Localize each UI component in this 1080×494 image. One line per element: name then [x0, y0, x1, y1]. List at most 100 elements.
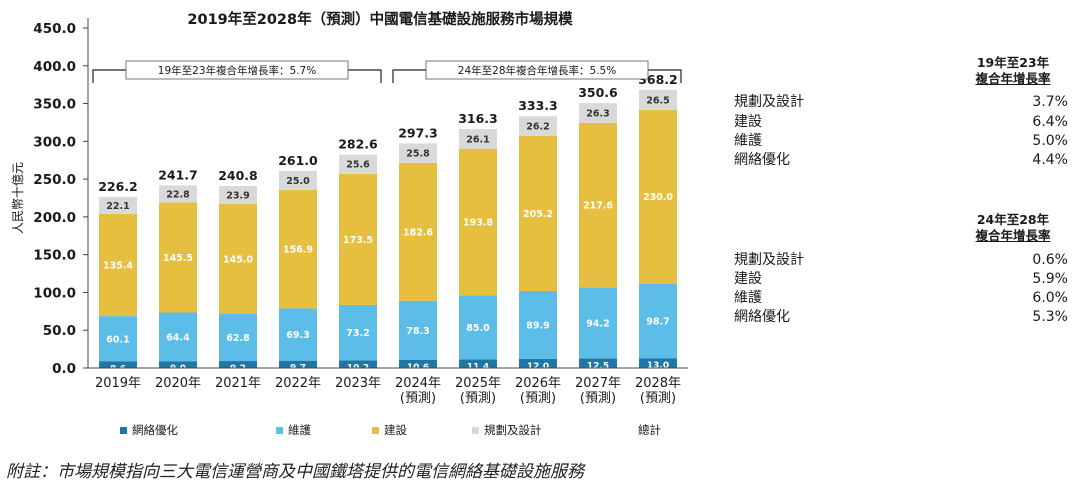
x-tick-label: 2023年: [335, 376, 381, 391]
cagr-row-value: 6.0%: [1032, 290, 1068, 306]
bar-segment: [519, 291, 557, 359]
y-tick-label: 0.0: [52, 361, 76, 377]
bar-value-label: 145.0: [223, 254, 253, 265]
bar-value-label: 64.4: [166, 332, 190, 343]
bar-segment: [459, 148, 497, 296]
legend-swatch-planning-design: [472, 426, 479, 434]
cagr-row-value: 5.9%: [1032, 271, 1068, 287]
bar-value-label: 94.2: [586, 318, 609, 329]
bar-value-label: 11.4: [467, 362, 489, 372]
bar-segment: [219, 204, 257, 314]
x-tick-label: 2021年: [215, 376, 261, 391]
bar-segment: [219, 185, 257, 205]
bar-segment: [339, 360, 377, 368]
x-tick-label: (預測): [400, 391, 436, 406]
bar-segment: [99, 316, 137, 362]
y-tick-label: 300.0: [33, 134, 76, 150]
legend-label: 建設: [384, 423, 407, 437]
bar-segment: [579, 358, 617, 368]
x-tick-label: 2027年: [575, 376, 621, 391]
bar-segment: [279, 360, 317, 368]
cagr-row-value: 6.4%: [1032, 114, 1068, 130]
bar-segment: [159, 202, 197, 313]
x-tick-label: (預測): [460, 391, 496, 406]
bar-segment: [279, 308, 317, 361]
bar-value-label: 156.9: [283, 245, 313, 256]
bar-value-label: 89.9: [526, 320, 549, 331]
bar-value-label: 12.5: [587, 362, 609, 372]
x-tick-label: 2026年: [515, 376, 561, 391]
bar-segment: [639, 89, 677, 110]
bar-segment: [399, 359, 437, 368]
bar-segment: [459, 295, 497, 360]
cagr-bracket: [348, 69, 382, 83]
x-tick-label: 2024年: [395, 376, 441, 391]
bar-value-label: 69.3: [286, 330, 309, 341]
bar-value-label: 145.5: [163, 253, 193, 264]
x-tick-label: 2022年: [275, 376, 321, 391]
y-axis-label: 人民幣十億元: [11, 162, 25, 234]
bar-total-label: 297.3: [398, 125, 438, 140]
cagr-bracket: [92, 69, 126, 83]
bar-segment: [519, 116, 557, 136]
cagr-bracket-label: 19年至23年複合年增長率：5.7%: [158, 64, 316, 77]
x-tick-label: 2025年: [455, 376, 501, 391]
cagr-row-label: 規劃及設計: [734, 94, 804, 110]
bar-total-label: 333.3: [518, 98, 558, 113]
bar-segment: [639, 109, 677, 284]
bar-segment: [99, 361, 137, 368]
bar-value-label: 135.4: [103, 260, 133, 271]
cagr-row-label: 規劃及設計: [734, 252, 804, 268]
bar-segment: [99, 213, 137, 317]
bar-value-label: 85.0: [466, 323, 490, 334]
bar-segment: [279, 170, 317, 190]
cagr-row-value: 4.4%: [1032, 152, 1068, 168]
bar-value-label: 73.2: [346, 328, 369, 339]
cagr-row-label: 網絡優化: [734, 309, 790, 325]
cagr-row: 維護 6.0%: [734, 289, 1068, 307]
bar-value-label: 9.2: [230, 364, 246, 374]
bar-segment: [159, 361, 197, 368]
bar-segment: [159, 185, 197, 203]
bar-segment: [639, 283, 677, 359]
cagr-row-label: 網絡優化: [734, 152, 790, 168]
y-tick-label: 250.0: [33, 172, 76, 188]
legend-swatch-maintenance: [276, 426, 283, 434]
cagr-bracket-box: [125, 60, 349, 80]
bar-segment: [279, 189, 317, 309]
cagr-row: 網絡優化 5.3%: [734, 308, 1068, 326]
bar-value-label: 26.5: [646, 95, 669, 106]
legend-swatch-construction: [372, 426, 379, 434]
bar-value-label: 78.3: [406, 326, 429, 337]
chart-title: 2019年至2028年（預測）中國電信基礎設施服務市場規模: [187, 10, 573, 28]
x-tick-label: 2020年: [155, 376, 201, 391]
cagr-row: 維護 5.0%: [734, 132, 1068, 150]
bar-total-label: 226.2: [98, 179, 138, 194]
legend-item-total: 總計: [638, 422, 661, 438]
bar-segment: [339, 154, 377, 174]
bar-total-label: 241.7: [158, 167, 198, 182]
bar-value-label: 25.8: [406, 149, 430, 160]
cagr-row-value: 5.3%: [1032, 309, 1068, 325]
bar-value-label: 62.8: [226, 333, 250, 344]
bar-total-label: 282.6: [338, 137, 378, 152]
legend-item-planning-design: 規劃及設計: [472, 422, 542, 438]
cagr-row-value: 0.6%: [1032, 252, 1068, 268]
cagr-heading-line2: 複合年增長率: [975, 71, 1051, 86]
cagr-row: 規劃及設計 0.6%: [734, 251, 1068, 269]
bar-value-label: 26.2: [526, 122, 549, 133]
cagr-row: 規劃及設計 3.7%: [734, 93, 1068, 111]
y-tick-label: 350.0: [33, 97, 76, 113]
cagr-bracket-box: [425, 60, 649, 80]
legend-label-total: 總計: [638, 423, 661, 437]
bar-value-label: 12.0: [527, 362, 549, 372]
bar-value-label: 9.7: [290, 364, 306, 374]
cagr-row: 建設 5.9%: [734, 270, 1068, 288]
bar-segment: [99, 197, 137, 214]
cagr-row-value: 3.7%: [1032, 94, 1068, 110]
cagr-row-value: 5.0%: [1032, 133, 1068, 149]
y-tick-label: 150.0: [33, 248, 76, 264]
x-tick-label: (預測): [580, 391, 616, 406]
cagr-heading-line1: 19年至23年: [976, 55, 1050, 70]
